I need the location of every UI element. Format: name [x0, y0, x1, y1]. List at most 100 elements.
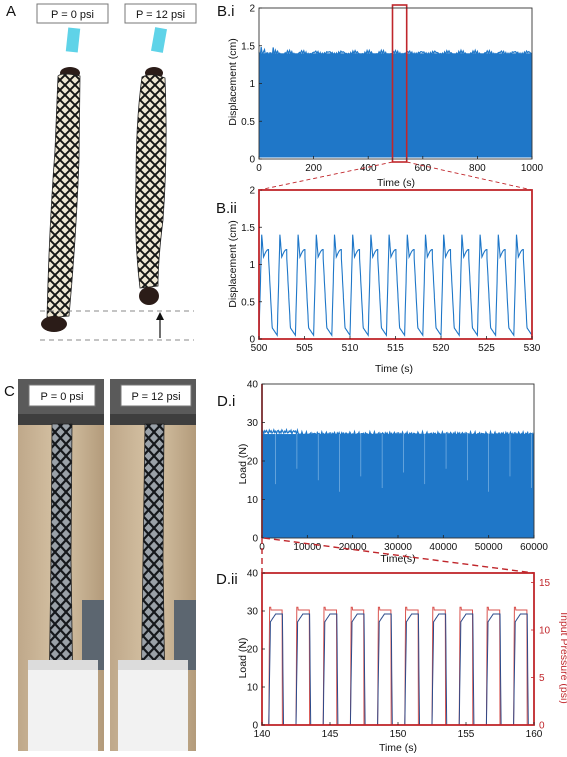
yticks-d-i: 0 10 20 30 40 [247, 380, 265, 545]
y2tick-label-d-ii: 10 [539, 626, 551, 637]
ytick-label-d-ii: 10 [247, 683, 259, 694]
xtick-label-d-ii: 140 [254, 729, 271, 740]
pressure-label-box-a-right [124, 3, 197, 24]
ytick-label-b-ii: 0 [249, 335, 255, 346]
xtick-label-b-ii: 505 [296, 343, 313, 354]
load-series-d-ii [262, 613, 534, 726]
xtick-label-d-ii: 155 [458, 729, 475, 740]
displacement-series-b-ii [258, 234, 533, 338]
xticks-b-ii: 500 505 510 515 520 525 530 [251, 336, 541, 354]
ytick-label-b-ii: 2 [249, 186, 255, 197]
ytick-label-d-i: 0 [252, 534, 258, 545]
pressure-label-a-right: P = 12 psi [136, 9, 185, 21]
tube-a-right [151, 27, 167, 53]
base-block-shade-c-left [28, 660, 98, 670]
pressure-label-box-a-left [36, 3, 109, 24]
ytick-label-b-i: 0 [249, 155, 255, 166]
xtick-label-b-ii: 515 [387, 343, 404, 354]
zoom-connectors [258, 161, 535, 574]
panel-a: A P = 0 psi P = 12 psi [6, 3, 197, 341]
xlabel-b-i: Time (s) [377, 177, 415, 189]
panel-label-d-ii: D.ii [216, 571, 238, 588]
xtick-label-d-i: 0 [259, 542, 265, 553]
ytick-label-b-i: 1 [249, 79, 255, 90]
braided-actuator-a-left [46, 73, 81, 319]
xtick-label-b-i: 1000 [521, 163, 544, 174]
machine-frame-c-left [82, 600, 104, 670]
xtick-label-d-i: 20000 [339, 542, 367, 553]
ytick-label-d-i: 10 [247, 495, 259, 506]
xtick-label-b-ii: 530 [524, 343, 541, 354]
xtick-label-b-ii: 510 [342, 343, 359, 354]
ytick-label-d-ii: 20 [247, 645, 259, 656]
ytick-label-d-i: 20 [247, 457, 259, 468]
panel-c: C P = 0 psi P = 12 psi [4, 379, 196, 751]
braided-actuator-c-right [140, 423, 166, 701]
clamp-bottom-a-right [139, 287, 159, 305]
xtick-label-d-i: 30000 [384, 542, 412, 553]
xtick-label-b-i: 200 [305, 163, 322, 174]
ytick-label-b-ii: 0.5 [241, 297, 255, 308]
ytick-label-b-ii: 1 [249, 260, 255, 271]
pressure-label-c-left: P = 0 psi [41, 391, 84, 403]
plot-area-b-ii [258, 189, 533, 340]
xlabel-d-ii: Time (s) [379, 742, 417, 754]
chart-d-ii: D.ii Load (N) Input Pressure (psi) 140 14… [216, 569, 567, 755]
braided-actuator-c-left [48, 423, 74, 701]
y2ticks-d-ii: 0 5 10 15 [531, 578, 551, 732]
plot-area-d-ii [261, 572, 535, 726]
ytick-label-d-ii: 30 [247, 607, 259, 618]
xtick-label-d-i: 60000 [520, 542, 548, 553]
ytick-label-b-i: 0.5 [241, 117, 255, 128]
xtick-label-d-i: 50000 [475, 542, 503, 553]
panel-label-c: C [4, 383, 15, 400]
xtick-label-b-i: 400 [360, 163, 377, 174]
ylabel-b-i: Displacement (cm) [227, 38, 239, 126]
pressure-label-box-c-right [120, 384, 192, 407]
zoom-window-b-i [391, 4, 408, 163]
base-block-shade-c-right [118, 660, 188, 670]
xtick-label-d-i: 40000 [429, 542, 457, 553]
displacement-envelope-b-i [258, 46, 533, 59]
panel-label-b-i: B.i [217, 3, 235, 20]
xtick-label-d-ii: 150 [390, 729, 407, 740]
connector-d-right [263, 537, 535, 574]
clamp-bottom-a-left [41, 316, 67, 332]
yticks-b-i: 0 0.5 1 1.5 2 [241, 4, 262, 166]
xticks-d-i: 0 10000 20000 30000 40000 50000 60000 [259, 535, 548, 553]
ylabel-d-ii: Load (N) [237, 638, 249, 679]
ylabel-b-ii: Displacement (cm) [227, 220, 239, 308]
plot-area-b-i [258, 4, 533, 163]
connector-b-right [406, 161, 533, 191]
y2tick-label-d-ii: 15 [539, 578, 551, 589]
braided-actuator-a-right [135, 74, 167, 289]
pressure-series-d-ii [262, 606, 534, 726]
tube-a-left [65, 27, 81, 53]
pressure-label-a-left: P = 0 psi [51, 9, 94, 21]
fixture-top-shade-c-left [18, 414, 104, 425]
load-band-d-i [262, 434, 534, 538]
ytick-label-b-i: 2 [249, 4, 255, 15]
chart-d-i: D.i Load (N) 0 10000 20000 30000 40000 50000 6… [217, 380, 548, 566]
ytick-label-d-i: 30 [247, 418, 259, 429]
chart-b-ii: B.ii Displacement (cm) 500 505 510 515 520 52… [216, 186, 541, 376]
y2label-d-ii: Input Pressure (psi) [558, 612, 567, 704]
xtick-label-b-i: 600 [414, 163, 431, 174]
xtick-label-b-ii: 525 [478, 343, 495, 354]
panel-label-a: A [6, 3, 16, 20]
chart-b-i: B.i Displacement (cm) 0 200 400 600 800 1000 … [217, 3, 544, 189]
xtick-label-b-ii: 520 [433, 343, 450, 354]
xtick-label-b-i: 0 [256, 163, 262, 174]
xtick-label-d-ii: 145 [322, 729, 339, 740]
displacement-band-b-i [259, 53, 532, 158]
fixture-top-shade-c-right [110, 414, 196, 425]
displacement-arrow-head [156, 312, 164, 320]
ylabel-d-i: Load (N) [237, 444, 249, 485]
ytick-label-b-i: 1.5 [241, 41, 255, 52]
ytick-label-d-ii: 40 [247, 569, 259, 580]
xtick-label-b-ii: 500 [251, 343, 268, 354]
pressure-label-box-c-left [28, 384, 96, 407]
xtick-label-d-i: 10000 [293, 542, 321, 553]
y2tick-label-d-ii: 0 [539, 721, 545, 732]
